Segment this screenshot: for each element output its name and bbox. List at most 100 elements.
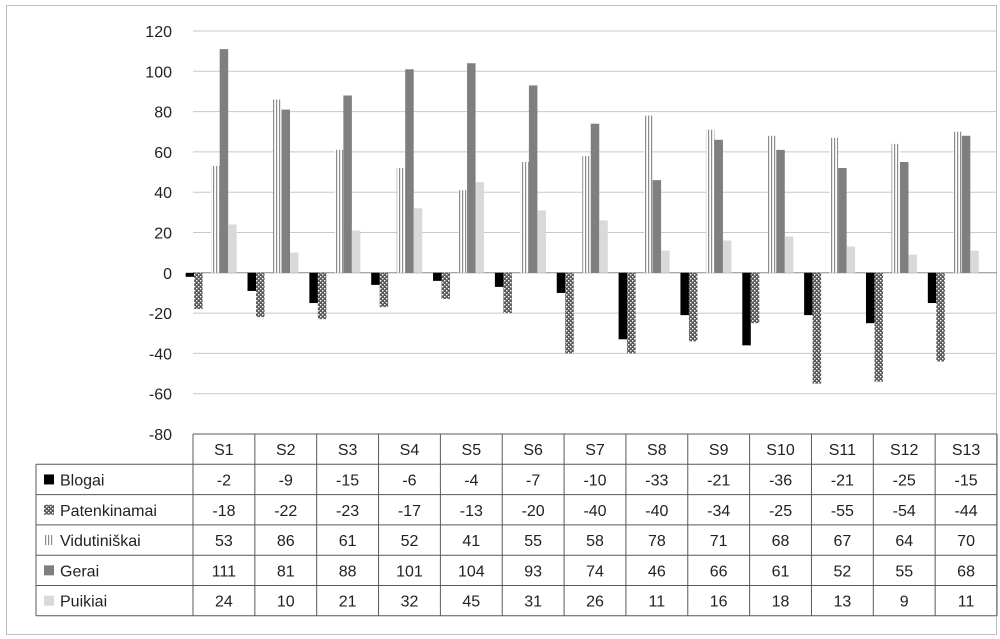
y-tick-label: -20 — [149, 306, 172, 323]
data-label: 68 — [772, 533, 790, 550]
bar-puikiai-s12 — [908, 254, 917, 273]
data-label: -22 — [274, 503, 297, 520]
legend-key — [44, 535, 54, 546]
bar-blogai-s2 — [247, 272, 257, 291]
bar-vidutinikai-s4 — [396, 168, 406, 273]
bar-puikiai-s10 — [784, 236, 794, 273]
data-label: 55 — [524, 533, 542, 550]
data-label: 31 — [524, 594, 542, 611]
bar-puikiai-s3 — [351, 230, 361, 273]
bar-gerai-s10 — [776, 149, 785, 273]
bar-puikiai-s13 — [970, 250, 979, 273]
data-label: -21 — [831, 472, 854, 489]
data-label: 11 — [649, 594, 666, 611]
data-label: 26 — [586, 594, 604, 611]
data-label: -20 — [522, 503, 545, 520]
data-label: -15 — [955, 472, 978, 489]
bar-vidutinikai-s9 — [705, 129, 715, 273]
bar-patenkinamai-s3 — [317, 272, 327, 320]
bar-blogai-s3 — [309, 272, 318, 304]
data-label: 16 — [710, 594, 728, 611]
bar-gerai-s8 — [652, 180, 662, 273]
bar-gerai-s6 — [528, 85, 538, 273]
bars — [185, 49, 979, 384]
bar-puikiai-s11 — [846, 246, 856, 273]
legend-key — [44, 474, 54, 485]
category-label: S8 — [647, 442, 667, 459]
bar-blogai-s1 — [185, 272, 195, 277]
data-label: -23 — [336, 503, 359, 520]
legend-key — [44, 595, 54, 606]
category-label: S4 — [400, 442, 420, 459]
bar-puikiai-s8 — [661, 250, 670, 273]
bar-vidutinikai-s7 — [582, 155, 591, 273]
data-label: 55 — [895, 563, 913, 580]
data-label: -9 — [279, 472, 293, 489]
data-label: -17 — [398, 503, 421, 520]
bar-patenkinamai-s8 — [627, 272, 636, 354]
data-label: -33 — [645, 472, 668, 489]
legend-label: Patenkinamai — [60, 503, 157, 520]
data-label: -4 — [464, 472, 478, 489]
bar-puikiai-s5 — [475, 182, 485, 273]
bar-vidutinikai-s6 — [520, 161, 529, 273]
bar-patenkinamai-s1 — [194, 272, 203, 310]
legend-label: Gerai — [60, 563, 99, 580]
data-label: -25 — [893, 472, 916, 489]
data-label: 66 — [710, 563, 728, 580]
data-label: 68 — [957, 563, 975, 580]
data-label: 45 — [462, 594, 480, 611]
data-label: 78 — [648, 533, 666, 550]
data-label: 46 — [648, 563, 666, 580]
y-tick-label: 20 — [154, 226, 172, 243]
data-label: 67 — [833, 533, 851, 550]
bar-patenkinamai-s2 — [256, 272, 265, 318]
bar-patenkinamai-s5 — [441, 272, 451, 299]
data-label: -54 — [893, 503, 916, 520]
category-label: S6 — [523, 442, 543, 459]
bar-puikiai-s6 — [537, 210, 546, 273]
data-label: -40 — [645, 503, 668, 520]
bar-blogai-s10 — [742, 272, 751, 346]
bar-vidutinikai-s13 — [953, 131, 962, 273]
y-tick-label: 80 — [154, 105, 172, 122]
data-label: 58 — [586, 533, 604, 550]
bar-patenkinamai-s7 — [565, 272, 574, 354]
data-label: 101 — [396, 563, 423, 580]
category-label: S12 — [890, 442, 919, 459]
legend-label: Vidutiniškai — [60, 533, 141, 550]
data-label: 53 — [215, 533, 233, 550]
data-label: -21 — [707, 472, 730, 489]
data-label: 18 — [772, 594, 790, 611]
data-label: -15 — [336, 472, 359, 489]
bar-puikiai-s1 — [228, 224, 237, 273]
y-tick-label: 40 — [154, 185, 172, 202]
bar-vidutinikai-s11 — [829, 137, 839, 273]
bar-blogai-s5 — [433, 272, 442, 281]
legend-key — [44, 504, 54, 515]
data-label: -18 — [212, 503, 235, 520]
y-tick-label: 120 — [145, 24, 172, 41]
bar-blogai-s7 — [556, 272, 566, 293]
bar-vidutinikai-s1 — [211, 166, 220, 273]
bar-blogai-s9 — [680, 272, 689, 316]
bar-gerai-s13 — [961, 135, 971, 273]
bar-blogai-s6 — [494, 272, 504, 287]
data-label: 61 — [339, 533, 357, 550]
data-label: 104 — [458, 563, 485, 580]
bar-vidutinikai-s2 — [273, 99, 282, 273]
bar-gerai-s9 — [714, 139, 723, 273]
data-label: 61 — [772, 563, 790, 580]
data-label: -6 — [402, 472, 416, 489]
data-label: -7 — [526, 472, 540, 489]
data-label: 111 — [212, 563, 236, 580]
bar-gerai-s3 — [343, 95, 352, 273]
legend-label: Blogai — [60, 472, 104, 489]
bar-blogai-s8 — [618, 272, 628, 340]
chart-frame — [6, 5, 997, 635]
y-tick-label: 0 — [163, 266, 172, 283]
data-label: -10 — [583, 472, 606, 489]
bar-gerai-s5 — [467, 63, 476, 273]
bar-puikiai-s9 — [722, 240, 732, 273]
